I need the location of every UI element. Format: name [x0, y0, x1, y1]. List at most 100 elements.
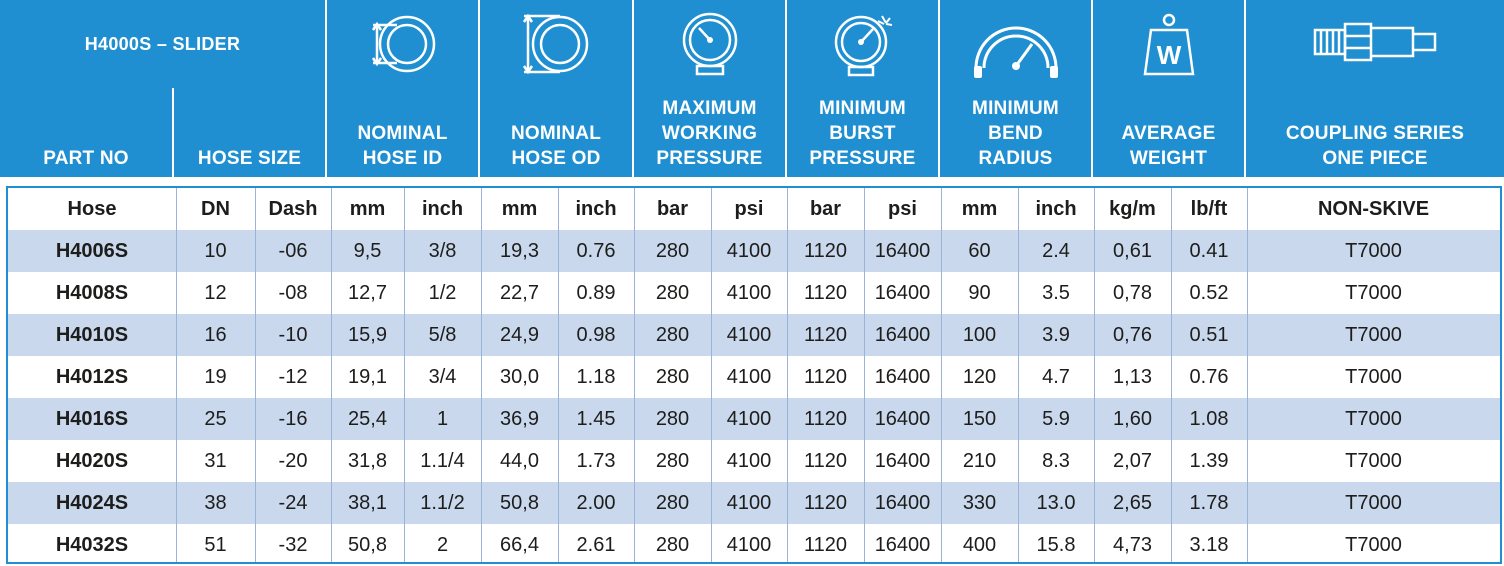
table-row: H4010S 16 -10 15,9 5/8 24,9 0.98 280 4100 1120 164… — [8, 314, 1500, 356]
cell-od-inch: 0.89 — [576, 282, 616, 304]
cell-wp-psi: 4100 — [726, 450, 772, 472]
cell-br-inch: 4.7 — [1042, 366, 1070, 388]
cell-dash: -12 — [278, 366, 308, 388]
cell-wt-kgm: 4,73 — [1113, 534, 1152, 556]
cell-wp-bar: 280 — [655, 324, 690, 346]
cell-id-inch: 2 — [436, 534, 449, 556]
cell-br-inch: inch — [1035, 198, 1077, 220]
spec-table: Hose DN Dash mm inch mm inch bar psi bar psi mm inch… — [6, 186, 1502, 564]
cell-coupling: NON-SKIVE — [1317, 198, 1430, 220]
cell-wp-psi: 4100 — [726, 492, 772, 514]
cell-coupling: T7000 — [1345, 408, 1402, 430]
column-divider — [1094, 188, 1095, 562]
cell-dn: 38 — [204, 492, 227, 514]
cell-od-inch: 2.00 — [576, 492, 616, 514]
cell-part-no: H4010S — [55, 324, 129, 346]
column-divider — [331, 188, 332, 562]
cell-id-mm: 9,5 — [353, 240, 382, 262]
cell-bp-psi: 16400 — [874, 492, 931, 514]
cell-id-mm: 15,9 — [348, 324, 387, 346]
cell-wp-bar: 280 — [655, 282, 690, 304]
cell-od-mm: 19,3 — [500, 240, 539, 262]
cell-part-no: H4020S — [55, 450, 129, 472]
col-nominal-id-label: NOMINAL HOSE ID — [357, 123, 448, 169]
cell-br-inch: 3.5 — [1042, 282, 1070, 304]
cell-id-inch: 3/8 — [428, 240, 457, 262]
cell-wp-bar: 280 — [655, 492, 690, 514]
column-divider — [1247, 188, 1248, 562]
cell-br-inch: 3.9 — [1042, 324, 1070, 346]
column-divider — [787, 188, 788, 562]
cell-dn: 12 — [204, 282, 227, 304]
cell-bp-bar: 1120 — [803, 492, 847, 514]
cell-wp-bar: 280 — [655, 450, 690, 472]
cell-bp-bar: 1120 — [803, 282, 847, 304]
cell-id-inch: 1 — [436, 408, 449, 430]
cell-od-inch: 0.76 — [576, 240, 616, 262]
cell-od-inch: 1.18 — [576, 366, 616, 388]
cell-part-no: H4006S — [55, 240, 129, 262]
column-divider — [1018, 188, 1019, 562]
column-divider — [941, 188, 942, 562]
cell-od-inch: 2.61 — [576, 534, 616, 556]
cell-id-inch: 5/8 — [428, 324, 457, 346]
header-coupling: COUPLING SERIES ONE PIECE — [1246, 0, 1504, 177]
pressure-gauge-icon — [675, 12, 745, 83]
cell-br-mm: 400 — [962, 534, 997, 556]
cell-coupling: T7000 — [1345, 282, 1402, 304]
column-divider — [1171, 188, 1172, 562]
table-row: H4016S 25 -16 25,4 1 36,9 1.45 280 4100 1120 16400… — [8, 398, 1500, 440]
cell-od-mm: 66,4 — [500, 534, 539, 556]
cell-wt-kgm: 2,07 — [1113, 450, 1152, 472]
cell-dash: -24 — [278, 492, 308, 514]
hose-id-icon — [363, 12, 443, 81]
burst-gauge-icon — [828, 12, 898, 83]
table-row: H4012S 19 -12 19,1 3/4 30,0 1.18 280 4100 1120 164… — [8, 356, 1500, 398]
col-burst-pressure-label: MINIMUM BURST PRESSURE — [809, 98, 916, 169]
cell-od-inch: 1.73 — [576, 450, 616, 472]
col-max-pressure-label: MAXIMUM WORKING PRESSURE — [656, 98, 763, 169]
cell-od-mm: 50,8 — [500, 492, 539, 514]
cell-wp-psi: psi — [734, 198, 764, 220]
cell-bp-psi: 16400 — [874, 450, 931, 472]
col-bend-radius-label: MINIMUM BEND RADIUS — [972, 98, 1059, 169]
col-nominal-od-label: NOMINAL HOSE OD — [510, 123, 602, 169]
table-header: H4000S – SLIDER PART NO HOSE SIZE NOMINA… — [0, 0, 1504, 177]
table-row: H4020S 31 -20 31,8 1.1/4 44,0 1.73 280 4100 1120 1… — [8, 440, 1500, 482]
cell-br-mm: 90 — [968, 282, 991, 304]
table-title: H4000S – SLIDER — [84, 34, 241, 54]
cell-bp-bar: bar — [809, 198, 842, 220]
cell-dn: 31 — [204, 450, 227, 472]
cell-bp-psi: 16400 — [874, 240, 931, 262]
header-weight: W AVERAGE WEIGHT — [1093, 0, 1244, 177]
cell-coupling: T7000 — [1345, 324, 1402, 346]
weight-icon: W — [1139, 12, 1199, 83]
column-divider — [864, 188, 865, 562]
cell-dash: -20 — [278, 450, 308, 472]
cell-id-mm: mm — [349, 198, 386, 220]
cell-wt-kgm: 0,78 — [1113, 282, 1152, 304]
cell-br-mm: mm — [961, 198, 998, 220]
cell-bp-bar: 1120 — [803, 324, 847, 346]
cell-id-mm: 12,7 — [348, 282, 387, 304]
cell-od-inch: inch — [575, 198, 617, 220]
svg-text:W: W — [1156, 40, 1181, 70]
cell-coupling: T7000 — [1345, 534, 1402, 556]
cell-wt-kgm: kg/m — [1109, 198, 1156, 220]
cell-part-no: H4008S — [55, 282, 129, 304]
cell-wp-psi: 4100 — [726, 534, 772, 556]
cell-od-mm: 30,0 — [500, 366, 539, 388]
cell-bp-bar: 1120 — [803, 450, 847, 472]
cell-wt-kgm: 2,65 — [1113, 492, 1152, 514]
cell-dash: -10 — [278, 324, 308, 346]
cell-wp-psi: 4100 — [726, 240, 772, 262]
cell-dash: -32 — [278, 534, 308, 556]
cell-coupling: T7000 — [1345, 240, 1402, 262]
column-divider — [255, 188, 256, 562]
cell-dn: DN — [201, 198, 230, 220]
cell-od-mm: 36,9 — [500, 408, 539, 430]
cell-id-inch: 3/4 — [428, 366, 457, 388]
cell-id-inch: 1/2 — [428, 282, 457, 304]
cell-dn: 10 — [204, 240, 227, 262]
table-row: H4024S 38 -24 38,1 1.1/2 50,8 2.00 280 4100 1120 1… — [8, 482, 1500, 524]
